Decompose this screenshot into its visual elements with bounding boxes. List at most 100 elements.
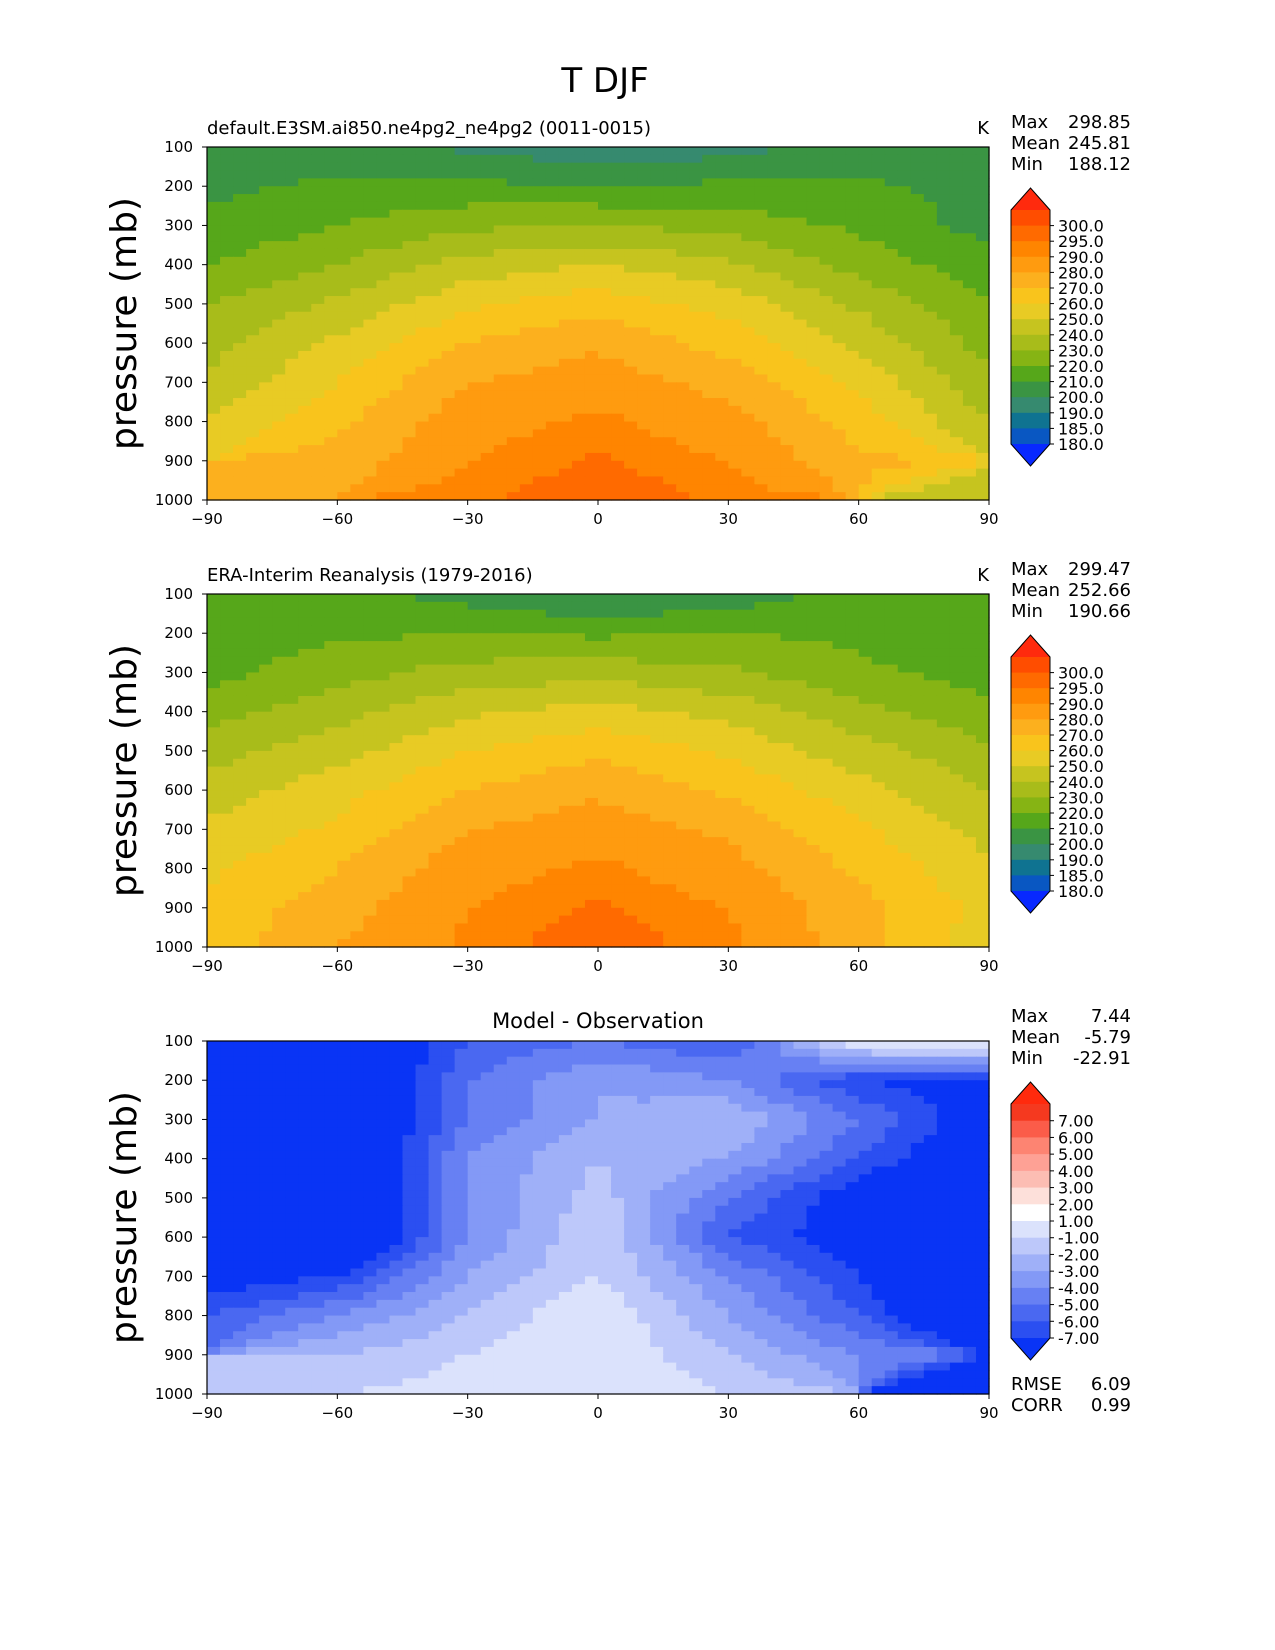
field-cell bbox=[558, 617, 573, 626]
field-cell bbox=[858, 374, 873, 383]
field-cell bbox=[467, 405, 482, 415]
field-cell bbox=[285, 186, 299, 195]
field-cell bbox=[467, 719, 482, 728]
field-cell bbox=[233, 162, 247, 172]
field-cell bbox=[441, 366, 456, 376]
field-cell bbox=[598, 813, 612, 823]
field-cell bbox=[845, 648, 860, 658]
field-cell bbox=[415, 735, 430, 744]
field-cell bbox=[741, 241, 755, 250]
field-cell bbox=[728, 429, 742, 438]
field-cell bbox=[923, 468, 938, 478]
field-cell bbox=[285, 162, 299, 172]
field-cell bbox=[311, 452, 325, 462]
field-cell bbox=[663, 648, 677, 658]
field-cell bbox=[858, 468, 873, 478]
field-cell bbox=[363, 837, 378, 846]
field-cell bbox=[285, 209, 299, 219]
field-cell bbox=[402, 766, 417, 776]
field-cell bbox=[897, 492, 912, 501]
field-cell bbox=[793, 727, 808, 736]
field-cell bbox=[207, 633, 221, 642]
field-cell bbox=[454, 382, 469, 391]
field-cell bbox=[402, 178, 417, 187]
field-cell bbox=[519, 311, 534, 321]
field-cell bbox=[715, 837, 729, 846]
field-cell bbox=[545, 335, 560, 344]
field-cell bbox=[650, 876, 664, 885]
field-cell bbox=[676, 680, 690, 689]
colorbar-tick-label: 260.0 bbox=[1058, 295, 1104, 314]
field-cell bbox=[871, 248, 886, 258]
field-cell bbox=[402, 617, 417, 626]
field-cell bbox=[741, 264, 755, 274]
field-cell bbox=[611, 703, 625, 713]
field-cell bbox=[480, 170, 495, 179]
field-cell bbox=[480, 837, 495, 846]
field-cell bbox=[467, 154, 482, 164]
field-cell bbox=[428, 264, 443, 274]
field-cell bbox=[376, 303, 391, 313]
field-cell bbox=[428, 492, 443, 501]
field-cell bbox=[676, 162, 690, 172]
field-cell bbox=[871, 774, 886, 783]
field-cell bbox=[858, 484, 873, 493]
field-cell bbox=[506, 695, 521, 705]
field-cell bbox=[571, 735, 586, 744]
field-cell bbox=[806, 664, 821, 674]
field-cell bbox=[624, 782, 638, 791]
field-cell bbox=[897, 319, 912, 329]
field-cell bbox=[767, 688, 782, 697]
field-cell bbox=[806, 147, 821, 156]
field-cell bbox=[910, 296, 925, 305]
field-cell bbox=[402, 782, 417, 791]
field-cell bbox=[754, 680, 769, 689]
field-cell bbox=[676, 288, 690, 297]
field-cell bbox=[689, 303, 703, 313]
field-cell bbox=[480, 680, 495, 689]
field-cell bbox=[506, 311, 521, 321]
field-cell bbox=[298, 852, 312, 862]
field-cell bbox=[428, 170, 443, 179]
field-cell bbox=[728, 303, 742, 313]
field-cell bbox=[767, 664, 782, 674]
field-cell bbox=[611, 256, 625, 266]
field-cell bbox=[689, 421, 703, 430]
field-cell bbox=[624, 601, 638, 611]
field-cell bbox=[624, 468, 638, 478]
field-cell bbox=[545, 350, 560, 360]
field-cell bbox=[311, 327, 325, 336]
field-cell bbox=[741, 390, 755, 399]
field-cell bbox=[350, 695, 364, 705]
field-cell bbox=[376, 750, 391, 760]
field-cell bbox=[897, 327, 912, 336]
field-cell bbox=[350, 201, 364, 211]
field-cell bbox=[571, 743, 586, 752]
x-tick-label: 60 bbox=[849, 510, 868, 528]
field-cell bbox=[493, 288, 508, 297]
field-cell bbox=[571, 460, 586, 470]
field-cell bbox=[285, 766, 299, 776]
field-cell bbox=[259, 766, 273, 776]
field-cell bbox=[884, 594, 899, 603]
field-cell bbox=[480, 194, 495, 203]
field-cell bbox=[337, 852, 351, 862]
field-cell bbox=[558, 695, 573, 705]
field-cell bbox=[806, 766, 821, 776]
field-cell bbox=[207, 876, 221, 885]
field-cell bbox=[272, 813, 286, 823]
field-cell bbox=[532, 468, 547, 478]
field-cell bbox=[311, 170, 325, 179]
field-cell bbox=[949, 633, 964, 642]
field-cell bbox=[259, 680, 273, 689]
field-cell bbox=[558, 280, 573, 289]
field-cell bbox=[806, 821, 821, 830]
field-cell bbox=[337, 672, 351, 681]
field-cell bbox=[220, 256, 234, 266]
field-cell bbox=[467, 860, 482, 870]
field-cell bbox=[702, 209, 716, 219]
field-cell bbox=[858, 758, 873, 768]
field-cell bbox=[819, 805, 834, 815]
field-cell bbox=[923, 445, 938, 454]
field-cell bbox=[259, 445, 273, 454]
